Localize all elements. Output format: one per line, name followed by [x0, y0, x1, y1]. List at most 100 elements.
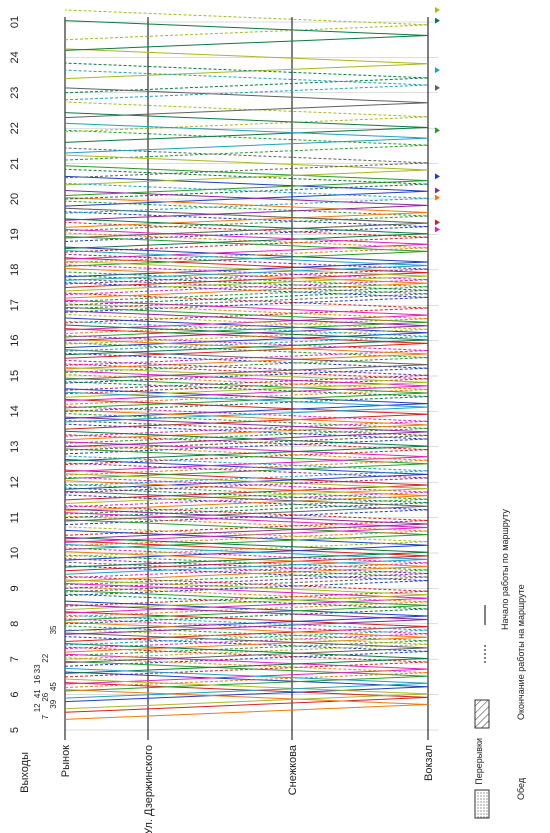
trip — [64, 335, 429, 366]
trip — [64, 529, 429, 561]
header: Выходы — [19, 752, 31, 793]
hour-label: 23 — [9, 87, 21, 99]
trip — [64, 416, 429, 448]
trip — [64, 469, 429, 501]
trip — [64, 197, 429, 228]
legend-break: Перерывки — [474, 738, 484, 785]
end-arrow — [435, 67, 440, 74]
trip — [64, 377, 429, 409]
trip — [64, 430, 429, 462]
vehicle-label: 41 — [33, 689, 42, 698]
hour-label: 6 — [9, 692, 21, 698]
hour-label: 22 — [9, 122, 21, 134]
trip — [64, 554, 429, 586]
trip — [64, 69, 429, 101]
trip — [64, 267, 429, 299]
trip — [64, 165, 429, 196]
trip — [64, 264, 429, 296]
trip — [64, 338, 429, 370]
trip — [64, 621, 429, 653]
trip — [64, 604, 429, 635]
trip — [64, 671, 429, 703]
hour-label: 21 — [9, 157, 21, 169]
trip — [64, 328, 429, 359]
trip — [64, 490, 429, 522]
trip — [64, 405, 429, 437]
trip — [64, 388, 429, 419]
trip — [64, 515, 429, 547]
trip — [64, 558, 429, 589]
trip — [64, 282, 429, 313]
trip — [64, 487, 429, 519]
trip — [64, 636, 429, 667]
trip — [64, 441, 429, 473]
trip — [64, 154, 429, 186]
trip — [64, 547, 429, 579]
trip — [64, 391, 429, 423]
vehicle-label: 7 — [41, 714, 50, 719]
trip — [64, 678, 429, 710]
trip — [64, 278, 429, 310]
trip — [64, 370, 429, 402]
trip — [64, 20, 429, 51]
trip — [64, 303, 429, 335]
trip — [64, 398, 429, 430]
trip — [64, 508, 429, 540]
vehicle-label: 22 — [41, 653, 50, 662]
trip — [64, 423, 429, 455]
hour-label: 10 — [9, 547, 21, 559]
trip — [64, 182, 429, 214]
trip — [64, 536, 429, 568]
trip — [64, 292, 429, 324]
trip — [64, 653, 429, 685]
trip — [64, 586, 429, 618]
hour-label: 5 — [9, 727, 21, 733]
station-label: Снежкова — [287, 744, 299, 795]
trip — [64, 260, 429, 292]
trip — [64, 299, 429, 331]
trip — [64, 628, 429, 660]
hour-label: 12 — [9, 476, 21, 488]
vehicle-label: 33 — [33, 664, 42, 673]
end-arrow — [435, 194, 440, 201]
trip — [64, 374, 429, 405]
end-arrow — [435, 6, 440, 13]
legend-lunch-swatch — [474, 789, 490, 819]
trip — [64, 618, 429, 650]
trip — [64, 494, 429, 526]
end-arrow — [435, 17, 440, 24]
trip — [64, 257, 429, 288]
station-label: Рынок — [60, 745, 72, 777]
vehicle-label: 39 — [49, 699, 58, 708]
trip — [64, 459, 429, 490]
trip — [64, 342, 429, 373]
vehicle-label: 35 — [49, 625, 58, 634]
trip — [64, 250, 429, 281]
trip — [64, 9, 429, 41]
trip — [64, 352, 429, 384]
trip — [64, 473, 429, 504]
trip — [64, 551, 429, 582]
hour-label: 14 — [9, 405, 21, 417]
trip — [64, 434, 429, 465]
end-arrow — [435, 187, 440, 194]
trip — [64, 324, 429, 356]
trip — [64, 512, 429, 543]
hour-label: 15 — [9, 370, 21, 382]
trip — [64, 367, 429, 398]
trip — [64, 667, 429, 699]
trip — [64, 526, 429, 558]
trip — [64, 575, 429, 607]
trip — [64, 112, 429, 143]
end-arrow — [435, 173, 440, 180]
trip — [64, 232, 429, 264]
trip — [64, 200, 429, 232]
trip — [64, 48, 429, 80]
trip — [64, 253, 429, 285]
trip — [64, 147, 429, 179]
trip — [64, 317, 429, 349]
trip — [64, 519, 429, 550]
legend-end: Окончание работы на маршруте — [516, 584, 526, 720]
end-arrow — [435, 84, 440, 91]
